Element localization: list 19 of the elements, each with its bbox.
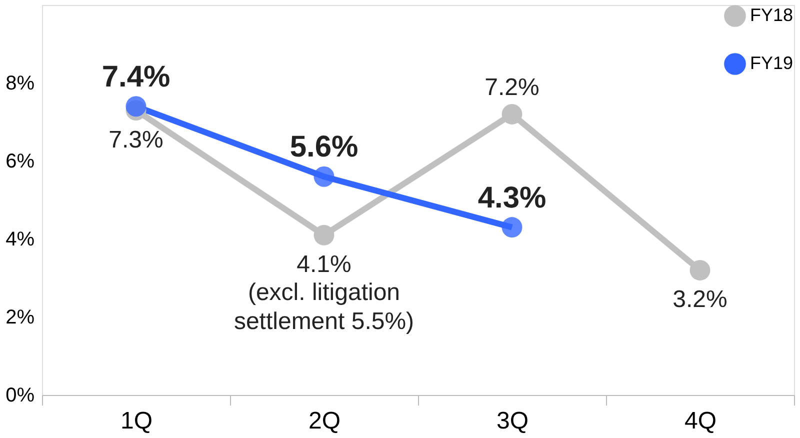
data-label: 7.2% (484, 74, 540, 102)
data-label: 7.4% (102, 60, 170, 94)
data-label: 4.1% (296, 251, 352, 278)
data-label: 3.2% (672, 286, 728, 314)
legend-label: FY18 (750, 5, 794, 25)
x-tick-label: 4Q (684, 408, 717, 434)
y-tick-label: 0% (6, 384, 35, 406)
x-tick-label: 3Q (496, 408, 529, 434)
x-tick-label: 1Q (120, 408, 153, 434)
x-tick-label: 2Q (308, 408, 341, 434)
legend-label: FY19 (750, 53, 794, 73)
y-tick-label: 8% (6, 72, 35, 94)
y-tick-label: 6% (6, 150, 35, 172)
data-label: 4.3% (478, 181, 546, 214)
data-label: 7.3% (108, 126, 164, 154)
y-tick-label: 4% (6, 228, 35, 250)
annotation: (excl. litigation settlement 5.5%) (234, 279, 414, 336)
data-label: 5.6% (290, 130, 358, 164)
y-tick-label: 2% (6, 306, 35, 328)
